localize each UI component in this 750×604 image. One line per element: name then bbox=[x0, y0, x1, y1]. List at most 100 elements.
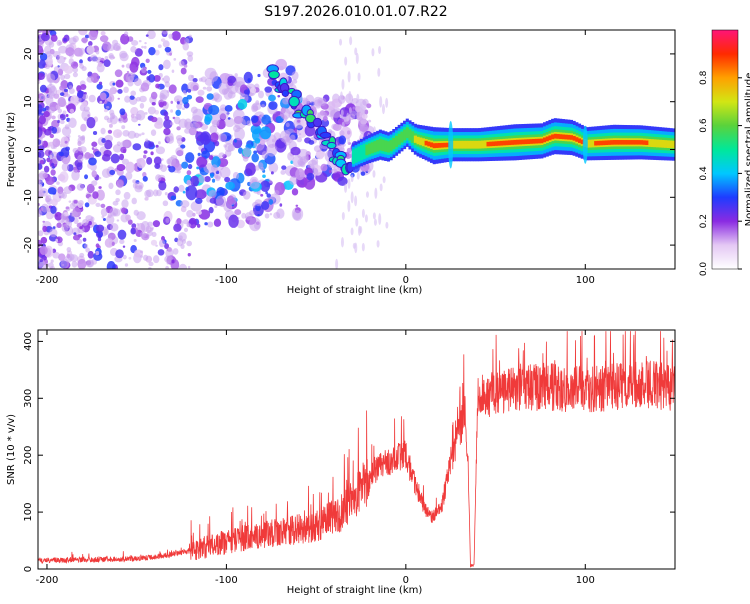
spectral-blob bbox=[223, 144, 227, 148]
snr-plot: -200 -100 0 100 0 100 200 300 400 Height of strai… bbox=[6, 329, 676, 596]
spectral-blob bbox=[146, 30, 156, 40]
spectral-blob bbox=[121, 199, 129, 209]
spectral-blob bbox=[194, 189, 207, 200]
spectral-blob bbox=[181, 83, 189, 94]
spectral-blob bbox=[308, 139, 315, 145]
spectral-blob bbox=[197, 89, 205, 96]
spectral-blob bbox=[120, 118, 124, 122]
spectral-blob bbox=[155, 244, 158, 247]
spectral-blob bbox=[77, 90, 84, 99]
spectral-blob bbox=[337, 176, 348, 186]
spectral-blob bbox=[65, 113, 69, 118]
ridge-band bbox=[518, 139, 522, 145]
spectral-blob bbox=[224, 105, 233, 112]
spectral-blob bbox=[109, 223, 119, 232]
spectral-blob bbox=[64, 140, 68, 144]
spectral-blob bbox=[341, 121, 345, 129]
spectral-blob bbox=[264, 213, 270, 219]
spectral-blob bbox=[197, 152, 201, 157]
ridge-band bbox=[656, 139, 660, 148]
spectral-blob bbox=[109, 115, 118, 125]
spectral-blob bbox=[218, 82, 230, 95]
spectral-blob bbox=[80, 84, 87, 90]
ridge-band bbox=[556, 134, 560, 139]
spectral-blob bbox=[91, 147, 95, 150]
spectral-blob bbox=[135, 113, 142, 121]
spectral-blob bbox=[85, 247, 90, 253]
spectral-blob bbox=[114, 69, 123, 78]
ridge-band bbox=[357, 146, 361, 162]
spectral-blob bbox=[142, 254, 149, 261]
spectral-blob bbox=[51, 126, 58, 134]
ridge-band bbox=[621, 140, 625, 145]
spectral-blob bbox=[124, 263, 129, 267]
spectral-blob bbox=[225, 181, 236, 191]
spectral-blob bbox=[348, 107, 352, 114]
spectral-blob bbox=[185, 152, 195, 164]
spectral-blob bbox=[167, 247, 173, 253]
spectral-blob bbox=[184, 128, 191, 134]
spectral-blob bbox=[167, 156, 177, 167]
spectral-blob bbox=[79, 252, 85, 258]
spectral-blob bbox=[134, 48, 143, 57]
spectral-blob bbox=[150, 129, 157, 137]
spectral-blob bbox=[126, 70, 130, 74]
spectral-blob bbox=[147, 69, 152, 74]
spectral-blob bbox=[175, 109, 182, 116]
spectral-blob bbox=[67, 135, 71, 138]
spectral-blob bbox=[340, 109, 344, 117]
spectral-blob bbox=[121, 64, 125, 68]
spectral-blob bbox=[339, 91, 343, 103]
snr-ytick-label: 300 bbox=[23, 389, 34, 408]
spectral-blob bbox=[62, 110, 67, 116]
spectral-blob bbox=[60, 213, 66, 221]
spectral-blob bbox=[140, 82, 150, 92]
spectral-blob bbox=[373, 218, 377, 226]
ridge-band bbox=[537, 138, 541, 144]
ridge-band bbox=[532, 138, 536, 144]
spectral-blob bbox=[50, 259, 54, 263]
spectral-blob bbox=[112, 200, 119, 206]
ridge-band bbox=[408, 129, 412, 141]
spectral-blob bbox=[180, 243, 185, 249]
ridge-band bbox=[400, 131, 404, 143]
spectral-blob bbox=[148, 46, 156, 56]
spectral-blob bbox=[355, 52, 359, 65]
spectral-blob bbox=[172, 158, 176, 162]
spectral-blob bbox=[218, 152, 225, 158]
ridge-band bbox=[499, 140, 504, 146]
spectral-blob bbox=[361, 208, 365, 218]
spectral-blob bbox=[188, 34, 192, 38]
ridge-band bbox=[362, 143, 366, 160]
spectral-blob bbox=[59, 119, 65, 125]
spectral-blob bbox=[208, 155, 214, 161]
spectral-blob bbox=[81, 109, 91, 121]
spectral-blob bbox=[55, 238, 59, 243]
spectral-blob bbox=[127, 130, 137, 139]
spectral-blob bbox=[91, 180, 98, 186]
spectrogram-ytick-label: -20 bbox=[23, 237, 34, 253]
spectral-blob bbox=[251, 153, 259, 163]
spectral-blob bbox=[227, 144, 236, 152]
spectral-blob bbox=[95, 202, 101, 207]
spectral-blob bbox=[38, 163, 43, 170]
spectral-blob bbox=[68, 200, 72, 203]
spectral-blob bbox=[163, 119, 173, 129]
spectral-blob bbox=[101, 153, 111, 162]
spectral-blob bbox=[173, 223, 182, 232]
spectral-blob bbox=[161, 30, 169, 35]
spectral-blob bbox=[195, 210, 199, 215]
spectrogram-ytick-label: 0 bbox=[23, 146, 34, 152]
spectral-blob bbox=[195, 197, 203, 204]
spectral-blob bbox=[95, 49, 100, 55]
spectral-blob bbox=[180, 144, 186, 149]
spectral-blob bbox=[254, 137, 261, 144]
spectral-blob bbox=[155, 174, 162, 182]
spectral-blob bbox=[195, 96, 204, 103]
spectral-blob bbox=[170, 195, 177, 201]
spectral-blob bbox=[182, 42, 190, 51]
ridge-band bbox=[478, 140, 482, 149]
spectral-blob bbox=[99, 35, 109, 43]
ridge-band bbox=[459, 140, 463, 149]
spectral-blob bbox=[170, 109, 174, 113]
